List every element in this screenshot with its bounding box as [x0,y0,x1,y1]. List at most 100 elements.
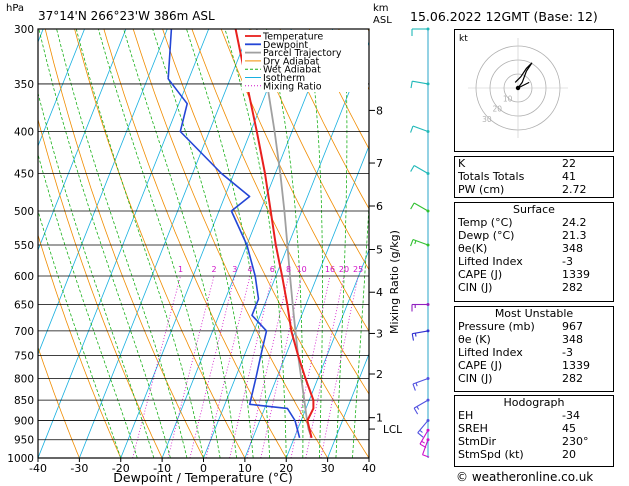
index-row: K 22 [455,157,624,170]
mixing-ratio-label: 8 [286,265,291,274]
index-row: EH -34 [455,409,624,422]
index-value: 348 [562,333,583,346]
wind-barb-flag [411,333,415,341]
index-value: -3 [562,346,573,359]
pressure-tick-label: 550 [14,240,34,252]
isotherm-line [161,29,334,458]
x-tick-label: 0 [200,462,207,475]
mixing-ratio-label: 16 [325,265,335,274]
wind-barb-staff [417,420,429,434]
wind-barb-dot [426,376,430,380]
wind-barb-flag [410,125,414,133]
index-label: EH [458,409,474,422]
x-tick-label: 10 [238,462,252,475]
index-label: Temp (°C) [458,216,513,229]
index-row: Pressure (mb) 967 [455,320,624,333]
legend-background [242,30,368,92]
index-value: 282 [562,281,583,294]
wind-barb-flag [417,432,424,438]
index-label: CAPE (J) [458,268,503,281]
wind-barb-dot [426,171,430,175]
km-tick-label: 7 [376,157,383,170]
mixing-ratio-line [260,275,303,458]
index-label: Dewp (°C) [458,229,515,242]
dry-adiabat-line [220,29,369,333]
index-value: 282 [562,372,583,385]
index-label: Lifted Index [458,255,523,268]
wind-barb-dot [426,82,430,86]
index-label: Pressure (mb) [458,320,535,333]
wind-barb-dot [426,428,430,432]
km-tick-label: 4 [376,286,383,299]
legend-entry: Dry Adiabat [263,56,320,67]
km-tick-label: 1 [376,412,383,425]
index-label: StmSpd (kt) [458,448,524,461]
index-value: 1339 [562,268,590,281]
index-row: Temp (°C) 24.2 [455,216,624,229]
wind-barb-staff [412,80,429,85]
wind-barb-staff [412,330,429,335]
wet-adiabat-line [266,29,304,458]
index-row: θe (K) 348 [455,333,624,346]
wind-barb-half-flag [421,440,425,444]
wet-adiabat-line [56,29,188,458]
hodograph-ring-label: 20 [493,105,503,114]
mixing-ratio-line [167,275,215,458]
index-label: K [458,157,466,170]
pressure-tick-label: 900 [14,415,34,427]
wind-barb [419,428,430,449]
series-line-dewpoint [167,29,301,439]
wind-barb-staff [413,202,429,212]
dry-adiabat-line [279,29,369,210]
wind-barb-half-flag [414,333,417,337]
legend-entry: Mixing Ratio [263,81,322,92]
isotherm-line [244,144,369,458]
mixing-ratio-label: 3 [232,265,237,274]
wet-adiabat-line [335,29,348,458]
mixing-ratio-axis-label: Mixing Ratio (g/kg) [388,230,401,334]
isotherm-line [0,29,2,458]
series-line-parcel-trajectory [255,29,313,439]
legend-entry: Wet Adiabat [263,65,321,76]
index-value: 24.2 [562,216,587,229]
wind-barb-half-flag [414,240,417,245]
mixing-ratio-label: 1 [178,265,183,274]
index-row: Totals Totals 41 [455,170,624,183]
wet-adiabat-line [75,29,204,458]
wind-barb [411,329,430,341]
credit-text: © weatheronline.co.uk [456,470,594,484]
x-tick-label: 30 [321,462,335,475]
wet-adiabat-line [186,29,271,458]
dry-adiabat-line [103,29,287,458]
series-line-temperature [234,29,315,439]
wind-barb-dot [426,303,430,307]
x-tick-label: -40 [29,462,47,475]
index-row: PW (cm) 2.72 [455,183,624,196]
most-unstable-panel: Most Unstable Pressure (mb) 967 θe (K) 348 L… [454,306,614,392]
hodograph-ring-label: 10 [503,94,513,103]
index-value: 2.72 [562,183,587,196]
index-value: 230° [562,435,589,448]
legend-entry: Parcel Trajectory [263,48,342,59]
wind-barb-dot [426,329,430,333]
km-tick-label: 8 [376,104,383,117]
wind-barb-staff [413,399,429,409]
wind-barb-flag [412,383,416,391]
dry-adiabat-line [308,29,369,150]
wind-barb-dot [426,398,430,402]
isotherm-line [203,40,369,458]
wet-adiabat-line [224,29,287,458]
legend-entry: Dewpoint [263,40,308,51]
wind-barb-dot [426,418,430,422]
index-label: PW (cm) [458,183,505,196]
pressure-tick-label: 300 [14,24,34,36]
wind-barb-half-flag [415,382,418,387]
index-label: Totals Totals [458,170,525,183]
wet-adiabat-line [152,29,254,458]
wind-barb [410,202,430,213]
dry-adiabat-line [250,29,369,271]
index-row: Lifted Index -3 [455,255,624,268]
mixing-ratio-label: 2 [211,265,216,274]
wind-barb-flag [422,454,430,458]
